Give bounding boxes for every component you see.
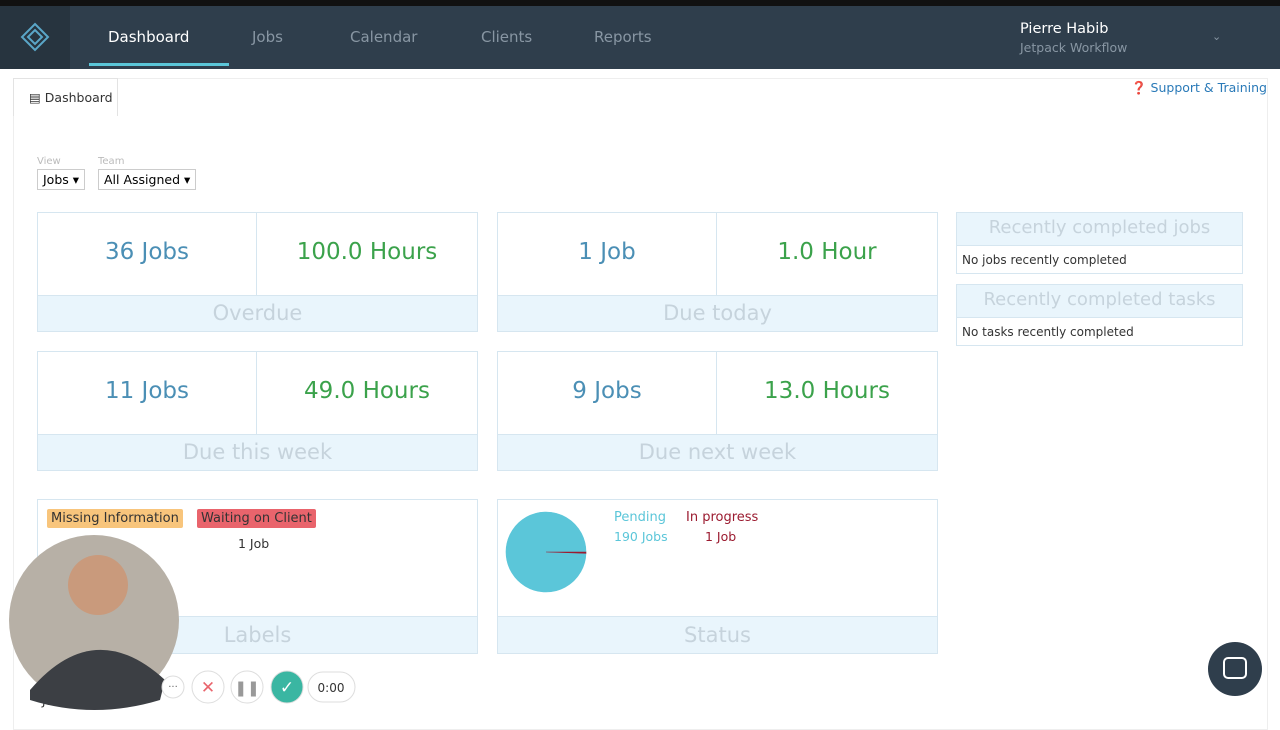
jobs-count: 11 Jobs bbox=[104, 378, 189, 404]
divider bbox=[256, 213, 257, 295]
hours-count: 100.0 Hours bbox=[296, 239, 438, 265]
recent-title: Recently completed jobs bbox=[957, 213, 1242, 246]
jobs-count: 36 Jobs bbox=[104, 239, 189, 265]
logo[interactable] bbox=[0, 6, 70, 69]
filter-label: Team bbox=[98, 156, 125, 167]
support-text: Support & Training bbox=[1150, 80, 1267, 95]
summary-card: 1 Job 1.0 Hour Due today bbox=[497, 212, 938, 332]
filter-label: View bbox=[37, 156, 61, 167]
user-company: Jetpack Workflow bbox=[1020, 40, 1128, 55]
recent-card: Recently completed jobs No jobs recently … bbox=[956, 212, 1243, 274]
filter-select[interactable]: Jobs ▾ bbox=[37, 169, 86, 190]
card-title: Due this week bbox=[38, 434, 477, 470]
user-menu[interactable]: ⌄ bbox=[1212, 30, 1222, 43]
recent-text: No tasks recently completed bbox=[962, 325, 1134, 339]
divider bbox=[256, 352, 257, 434]
card-title: Due next week bbox=[498, 434, 937, 470]
active-underline bbox=[89, 63, 229, 66]
status-name: In progress bbox=[686, 510, 759, 525]
nav-item[interactable]: Dashboard bbox=[108, 28, 190, 46]
status-name: Pending bbox=[614, 510, 666, 525]
tab-label: Dashboard bbox=[44, 90, 113, 105]
hours-count: 1.0 Hour bbox=[777, 239, 877, 265]
support-link[interactable]: ❓ Support & Training bbox=[1131, 80, 1267, 95]
summary-card: 9 Jobs 13.0 Hours Due next week bbox=[497, 351, 938, 471]
hours-count: 49.0 Hours bbox=[304, 378, 430, 404]
filter-value: All Assigned bbox=[104, 172, 181, 187]
footer-text: Jobs bbox=[42, 694, 75, 708]
summary-card: 36 Jobs 100.0 Hours Overdue bbox=[37, 212, 478, 332]
user-name: Pierre Habib bbox=[1020, 21, 1109, 37]
jobs-count: 9 Jobs bbox=[572, 378, 642, 404]
summary-card: 11 Jobs 49.0 Hours Due this week bbox=[37, 351, 478, 471]
filter-select[interactable]: All Assigned ▾ bbox=[98, 169, 197, 190]
recent-title: Recently completed tasks bbox=[957, 285, 1242, 318]
label-count: 1 Job bbox=[238, 536, 270, 551]
divider bbox=[716, 352, 717, 434]
card-title: Overdue bbox=[38, 295, 477, 331]
nav-item[interactable]: Jobs bbox=[252, 28, 283, 46]
card-title: Due today bbox=[498, 295, 937, 331]
hours-count: 13.0 Hours bbox=[764, 378, 890, 404]
label-tag[interactable]: Waiting on Client bbox=[197, 509, 316, 528]
jobs-count: 1 Job bbox=[578, 239, 636, 265]
status-count: 190 Jobs bbox=[614, 529, 668, 544]
status-count: 1 Job bbox=[705, 529, 737, 544]
panel: Status bbox=[497, 499, 938, 654]
nav-item[interactable]: Calendar bbox=[350, 28, 418, 46]
nav-item[interactable]: Clients bbox=[481, 28, 533, 46]
recent-card: Recently completed tasks No tasks recentl… bbox=[956, 284, 1243, 346]
top-nav bbox=[0, 0, 1280, 69]
label-tag[interactable]: Missing Information bbox=[47, 509, 183, 528]
tab[interactable]: ▤ Dashboard bbox=[13, 78, 118, 116]
divider bbox=[716, 213, 717, 295]
panel-title: Labels bbox=[38, 616, 477, 653]
recent-text: No jobs recently completed bbox=[962, 253, 1127, 267]
filter-value: Jobs bbox=[43, 172, 69, 187]
panel-title: Status bbox=[498, 616, 937, 653]
nav-item[interactable]: Reports bbox=[594, 28, 652, 46]
